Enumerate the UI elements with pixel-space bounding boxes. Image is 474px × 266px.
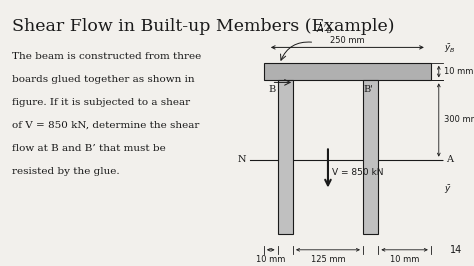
Text: $\bar{y}$: $\bar{y}$ <box>444 183 451 196</box>
Text: A: A <box>447 155 453 164</box>
Text: B': B' <box>364 85 374 94</box>
Bar <box>264 63 431 80</box>
Text: 10 mm: 10 mm <box>256 255 285 264</box>
Text: 10 mm: 10 mm <box>390 255 419 264</box>
Text: 14: 14 <box>450 245 462 255</box>
Text: flow at B and B’ that must be: flow at B and B’ that must be <box>12 144 166 153</box>
Text: 250 mm: 250 mm <box>330 36 365 45</box>
Text: The beam is constructed from three: The beam is constructed from three <box>12 52 201 61</box>
Text: 125 mm: 125 mm <box>310 255 345 264</box>
Text: B: B <box>268 85 275 94</box>
Bar <box>277 80 293 234</box>
Text: Shear Flow in Built-up Members (Example): Shear Flow in Built-up Members (Example) <box>12 18 394 35</box>
Bar <box>363 80 378 234</box>
Text: 10 mm: 10 mm <box>444 67 473 76</box>
Text: N: N <box>238 155 246 164</box>
Text: figure. If it is subjected to a shear: figure. If it is subjected to a shear <box>12 98 190 107</box>
Text: $A'_B$: $A'_B$ <box>316 23 333 36</box>
Text: V = 850 kN: V = 850 kN <box>332 168 383 177</box>
Text: boards glued together as shown in: boards glued together as shown in <box>12 75 195 84</box>
Text: 300 mm: 300 mm <box>444 115 474 124</box>
Text: resisted by the glue.: resisted by the glue. <box>12 167 119 176</box>
Text: of V = 850 kN, determine the shear: of V = 850 kN, determine the shear <box>12 121 200 130</box>
Text: $\bar{y}_B$: $\bar{y}_B$ <box>444 42 456 55</box>
